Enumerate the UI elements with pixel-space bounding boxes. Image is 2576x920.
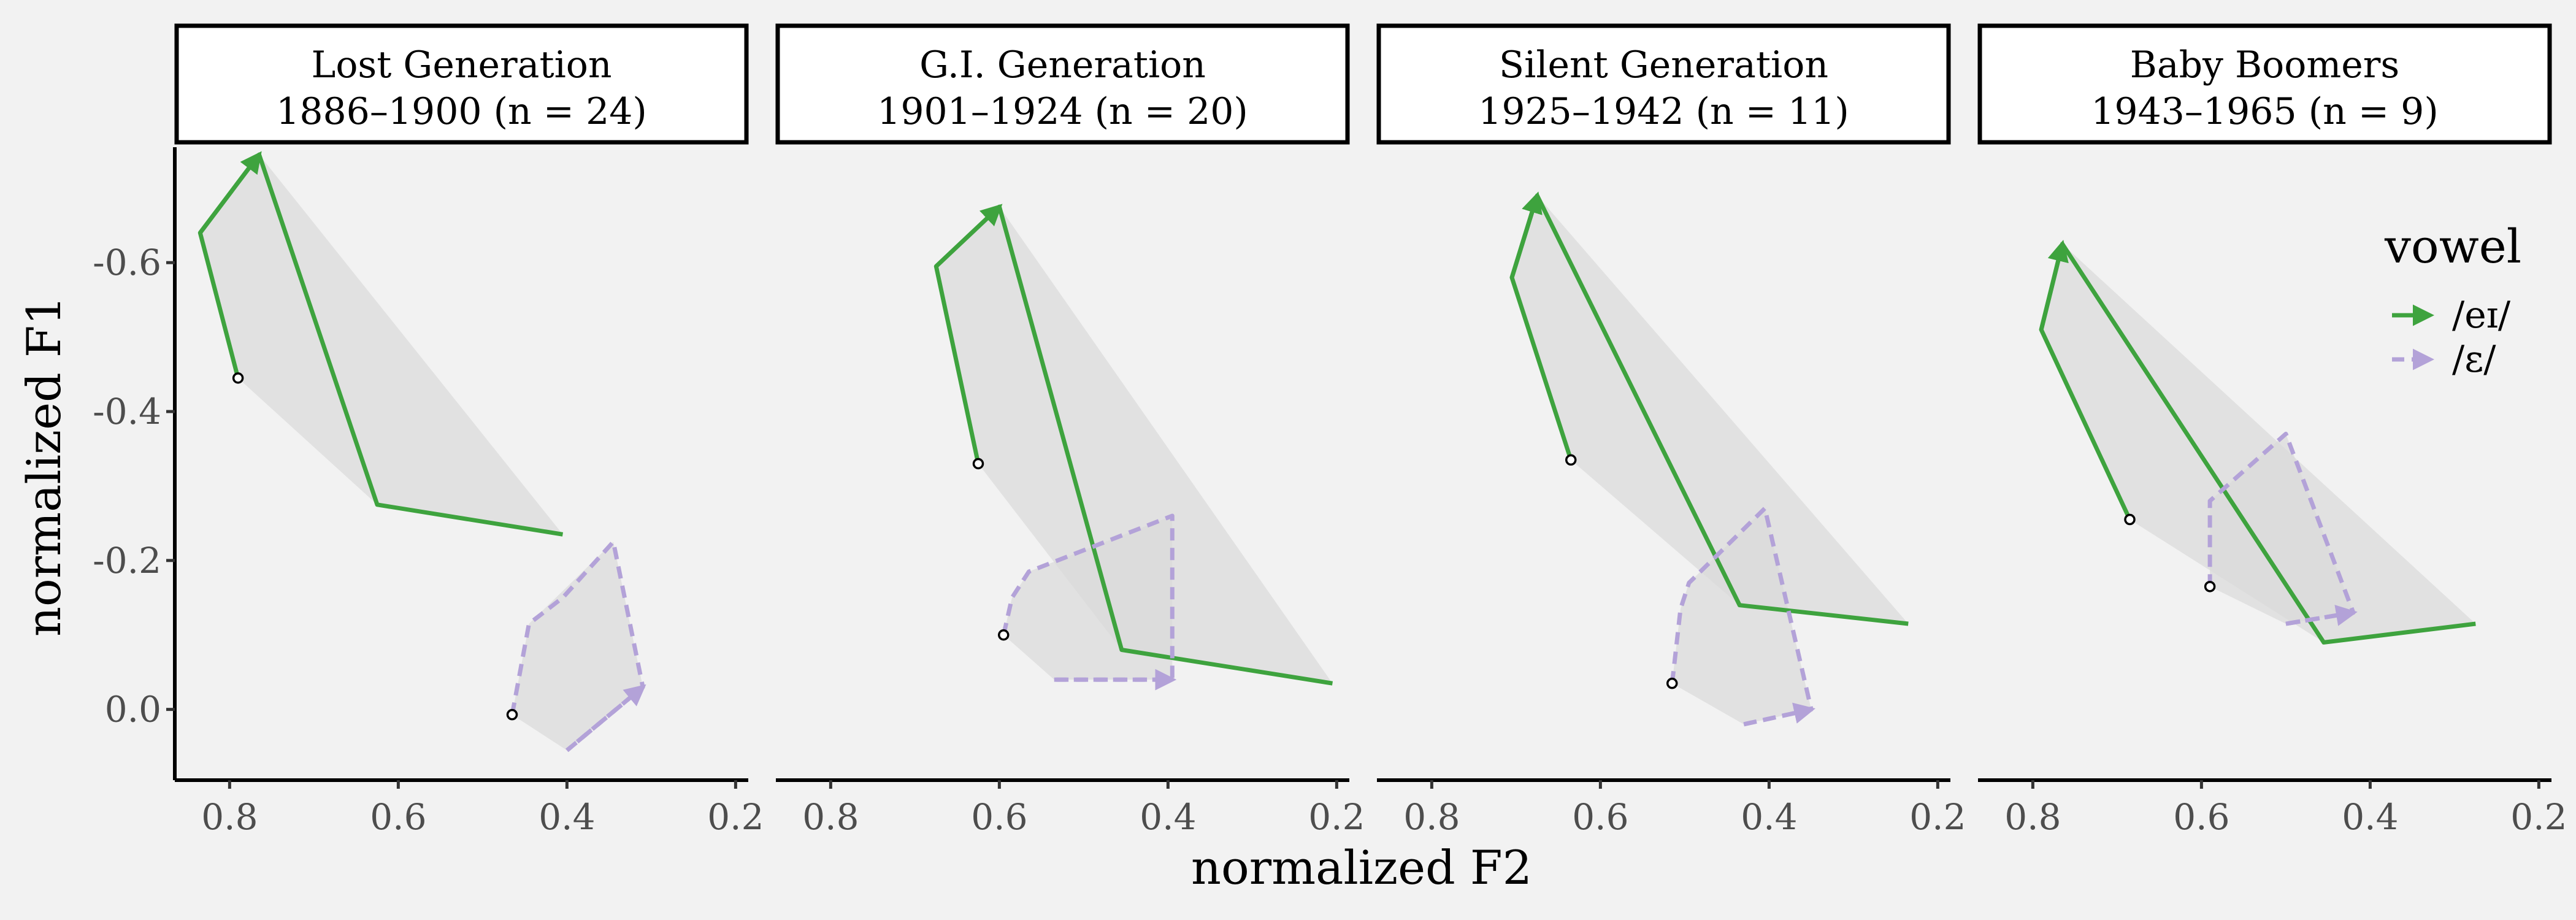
x-tick-label: 0.6 — [971, 796, 1027, 838]
trajectory-eh — [1669, 506, 1814, 727]
facet-title-line2: 1925–1942 (n = 11) — [1478, 90, 1849, 133]
start-point-eh — [998, 629, 1010, 641]
start-point-ei — [1565, 454, 1577, 466]
legend-label-eh: /ɛ/ — [2452, 338, 2496, 381]
start-point-eh — [2204, 581, 2216, 592]
legend-title: vowel — [2384, 219, 2521, 274]
x-tick-label: 0.2 — [1308, 796, 1365, 838]
y-axis-label: normalized F1 — [17, 296, 71, 637]
hull-ei — [1512, 195, 1909, 624]
trajectory-arrow-ei — [1509, 191, 1543, 278]
trajectory-arrow-eh — [565, 684, 646, 753]
x-tick-label: 0.6 — [1572, 796, 1628, 838]
facet-title-line2: 1901–1924 (n = 20) — [877, 90, 1248, 133]
hull-ei — [200, 155, 563, 535]
facet-title-line2: 1886–1900 (n = 24) — [276, 90, 647, 133]
x-tick-label: 0.8 — [2004, 796, 2061, 838]
facet-strip-box — [1376, 23, 1951, 145]
y-tick-label: -0.6 — [93, 242, 161, 283]
start-point-eh — [506, 708, 518, 721]
facet-strip-box — [174, 23, 749, 145]
x-tick-label: 0.2 — [2510, 796, 2567, 838]
legend-label-ei: /eɪ/ — [2452, 294, 2511, 337]
y-tick-label: -0.4 — [93, 391, 161, 432]
legend: vowel /eɪ/ /ɛ/ — [2384, 219, 2521, 381]
hull-ei — [2041, 243, 2476, 643]
start-point-ei — [232, 372, 244, 384]
facet-title-line1: Baby Boomers — [2130, 44, 2399, 86]
hull-ei — [936, 207, 1333, 684]
trajectory-arrow-eh — [1743, 702, 1815, 727]
y-tick-label: 0.0 — [105, 689, 161, 730]
start-point-ei — [2124, 513, 2136, 526]
x-tick-label: 0.4 — [539, 796, 595, 838]
legend-item-ei: /eɪ/ — [2392, 294, 2511, 337]
facet-title-line2: 1943–1965 (n = 9) — [2091, 90, 2439, 133]
facet-title-line1: Lost Generation — [311, 44, 611, 86]
start-point-eh — [1666, 677, 1678, 689]
x-tick-label: 0.4 — [1741, 796, 1797, 838]
hull-eh — [2210, 434, 2353, 624]
facet-strip-box — [775, 23, 1350, 145]
hull-eh — [512, 542, 643, 751]
facet-title-line1: Silent Generation — [1499, 44, 1828, 86]
trajectory-arrow-ei — [934, 204, 1003, 268]
x-tick-label: 0.6 — [370, 796, 426, 838]
x-axis-label: normalized F2 — [1191, 840, 1532, 895]
x-tick-label: 0.8 — [201, 796, 258, 838]
x-tick-label: 0.2 — [1909, 796, 1966, 838]
x-tick-label: 0.4 — [2342, 796, 2398, 838]
hull-eh — [1003, 516, 1173, 680]
facet-strip-box — [1977, 23, 2552, 145]
legend-item-eh: /ɛ/ — [2392, 338, 2496, 381]
trajectory-arrow-eh — [2285, 605, 2358, 626]
x-tick-label: 0.4 — [1140, 796, 1196, 838]
facet-title-line1: G.I. Generation — [919, 44, 1206, 86]
x-tick-label: 0.8 — [1403, 796, 1460, 838]
y-tick-label: -0.2 — [93, 540, 161, 581]
x-tick-label: 0.6 — [2173, 796, 2229, 838]
trajectory-eh — [1001, 513, 1175, 682]
start-point-ei — [972, 458, 984, 470]
trajectory-arrow-ei — [198, 151, 262, 234]
x-tick-label: 0.2 — [707, 796, 764, 838]
trajectory-arrow-ei — [2039, 240, 2069, 331]
x-tick-label: 0.8 — [802, 796, 859, 838]
